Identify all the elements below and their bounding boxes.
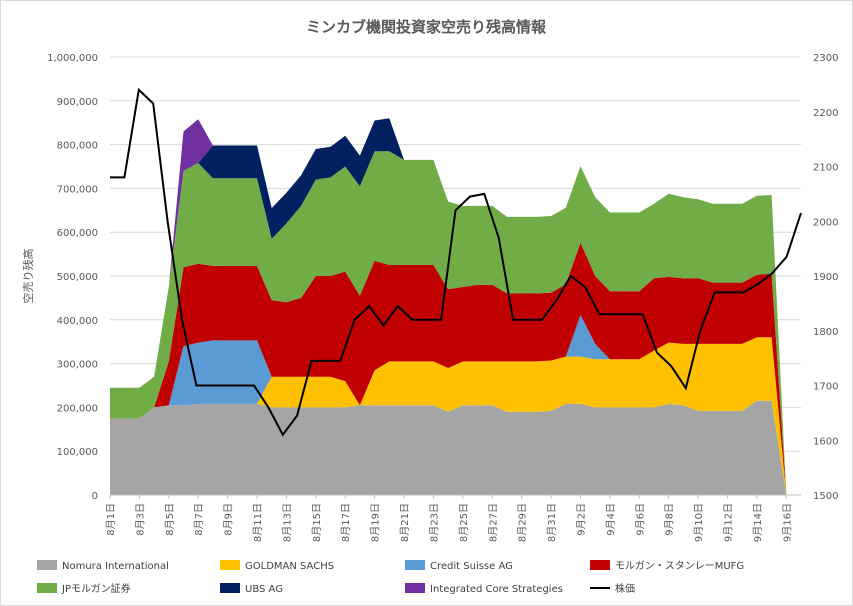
legend-swatch — [220, 560, 240, 570]
legend-swatch — [405, 583, 425, 593]
x-tick-label: 8月9日 — [223, 503, 235, 536]
y-tick-label: 300,000 — [57, 360, 98, 371]
x-tick-label: 9月6日 — [634, 503, 646, 536]
y-tick-label: 1,000,000 — [47, 53, 98, 64]
area-series-4 — [110, 242, 801, 495]
area-series-5 — [110, 151, 801, 495]
y-tick-label: 500,000 — [57, 272, 98, 283]
y2-tick-label: 1500 — [813, 491, 838, 502]
legend-item: 株価 — [590, 582, 635, 595]
y2-tick-label: 1600 — [813, 436, 838, 447]
x-tick-label: 8月21日 — [399, 503, 411, 542]
legend-label: モルガン・スタンレーMUFG — [615, 560, 744, 572]
y2-tick-label: 1700 — [813, 382, 838, 393]
x-tick-label: 8月5日 — [164, 503, 176, 536]
legend: Nomura International GOLDMAN SACHS Credit … — [37, 560, 744, 595]
legend-item: Nomura International — [37, 560, 169, 572]
area-series-2 — [110, 337, 801, 495]
legend-label: 株価 — [615, 582, 635, 595]
x-tick-label: 8月25日 — [458, 503, 470, 542]
legend-swatch — [37, 583, 57, 593]
area-series-group — [110, 118, 801, 496]
y2-tick-label: 1900 — [813, 272, 838, 283]
x-tick-label: 9月10日 — [693, 503, 705, 542]
y-axis-title: 空売り残高 — [21, 249, 35, 304]
x-tick-label: 8月23日 — [428, 503, 440, 542]
legend-item: UBS AG — [220, 583, 283, 595]
x-tick-label: 8月7日 — [193, 503, 205, 536]
legend-label: Credit Suisse AG — [430, 561, 513, 572]
legend-item: Credit Suisse AG — [405, 560, 513, 572]
y-tick-label: 100,000 — [57, 447, 98, 458]
x-tick-label: 8月3日 — [134, 503, 146, 536]
x-tick-label: 8月17日 — [340, 503, 352, 542]
x-tick-label: 9月14日 — [752, 503, 764, 542]
y-tick-label: 900,000 — [57, 97, 98, 108]
legend-label: Nomura International — [62, 561, 169, 572]
x-tick-label: 8月15日 — [311, 503, 323, 542]
x-tick-label: 8月11日 — [252, 503, 264, 542]
y-tick-label: 700,000 — [57, 184, 98, 195]
legend-item: JPモルガン証券 — [37, 582, 131, 595]
legend-item: モルガン・スタンレーMUFG — [590, 560, 744, 572]
x-tick-label: 8月13日 — [281, 503, 293, 542]
x-tick-label: 9月16日 — [781, 503, 793, 542]
legend-label: GOLDMAN SACHS — [245, 561, 334, 572]
legend-swatch — [405, 560, 425, 570]
legend-label: Integrated Core Strategies — [430, 584, 563, 595]
x-tick-label: 8月31日 — [546, 503, 558, 542]
area-series-6 — [110, 118, 801, 496]
x-tick-label: 8月19日 — [370, 503, 382, 542]
stock-price-line — [110, 87, 802, 437]
axes: 0 100,000 200,000 300,000 400,000 500,000 600,… — [47, 53, 838, 542]
y-tick-label: 600,000 — [57, 228, 98, 239]
y-tick-label: 800,000 — [57, 141, 98, 152]
y2-tick-label: 2200 — [813, 108, 838, 119]
legend-swatch — [590, 560, 610, 570]
x-tick-label: 9月4日 — [605, 503, 617, 536]
y2-tick-label: 2000 — [813, 217, 838, 228]
x-tick-label: 8月29日 — [517, 503, 529, 542]
legend-item: GOLDMAN SACHS — [220, 560, 334, 572]
legend-label: JPモルガン証券 — [61, 582, 131, 595]
legend-swatch — [37, 560, 57, 570]
x-tick-label: 9月12日 — [723, 503, 735, 542]
y-tick-label: 0 — [92, 491, 98, 502]
y-tick-label: 200,000 — [57, 403, 98, 414]
x-tick-label: 9月8日 — [664, 503, 676, 536]
y-tick-label: 400,000 — [57, 316, 98, 327]
x-tick-label: 9月2日 — [576, 503, 588, 536]
legend-item: Integrated Core Strategies — [405, 583, 563, 595]
x-tick-label: 8月27日 — [487, 503, 499, 542]
legend-swatch — [220, 583, 240, 593]
y2-tick-label: 2300 — [813, 53, 838, 64]
legend-label: UBS AG — [245, 584, 283, 595]
y2-tick-label: 2100 — [813, 163, 838, 174]
stock-price-line-group — [110, 87, 802, 437]
chart-title: ミンカブ機関投資家空売り残高情報 — [306, 18, 547, 36]
y2-tick-label: 1800 — [813, 327, 838, 338]
x-tick-label: 8月1日 — [105, 503, 117, 536]
area-series-1 — [110, 400, 801, 495]
